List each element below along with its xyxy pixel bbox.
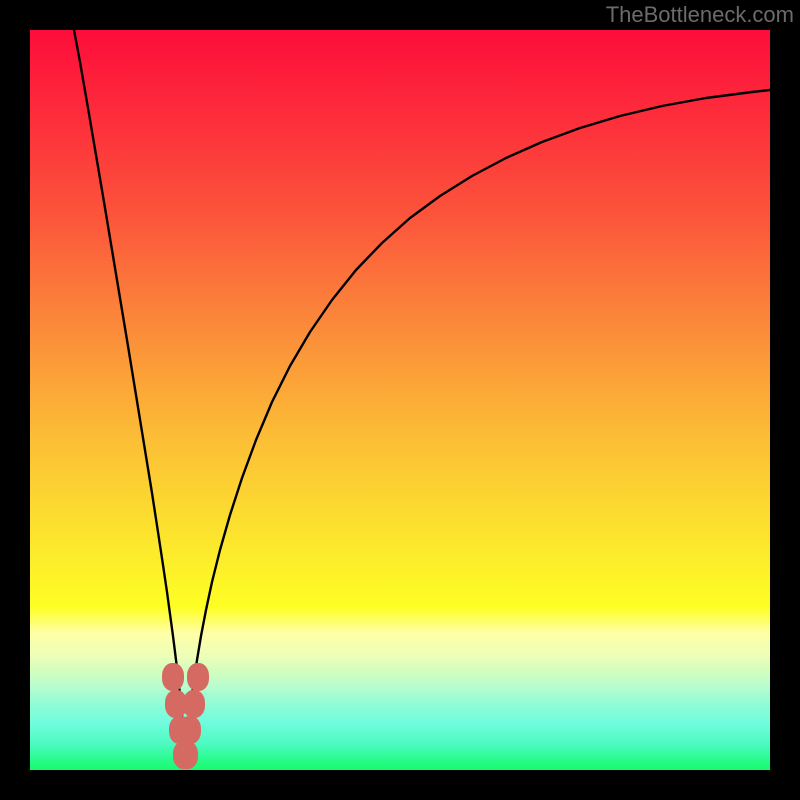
curve-marker [179, 716, 201, 744]
gradient-background [30, 30, 770, 770]
curve-marker [183, 690, 205, 718]
curve-marker [187, 663, 209, 691]
watermark-text: TheBottleneck.com [606, 2, 794, 28]
frame-right [770, 0, 800, 800]
plot-svg [30, 30, 770, 770]
curve-marker [176, 741, 198, 769]
frame-bottom [0, 770, 800, 800]
curve-marker [162, 663, 184, 691]
frame-left [0, 0, 30, 800]
plot-area [30, 30, 770, 770]
